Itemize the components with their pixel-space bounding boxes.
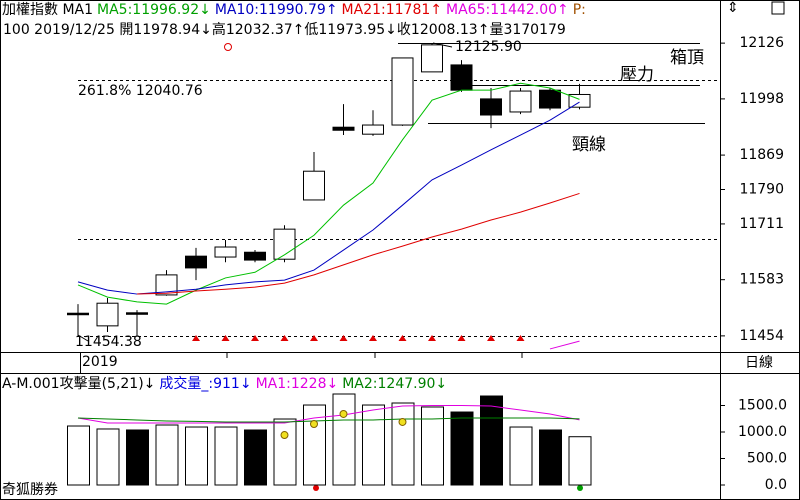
candle-body [303, 170, 325, 201]
x-label: 2019 [82, 354, 118, 370]
footer: 奇狐勝券 [2, 481, 58, 498]
volume-bar [332, 393, 356, 486]
legend-entry: MA1:1228↓ [256, 376, 339, 392]
signal-triangle [251, 335, 259, 341]
candle-body [421, 44, 443, 73]
y-tick-label: 11711 [739, 216, 784, 232]
ma-line [77, 405, 580, 424]
signal-triangle [280, 335, 289, 341]
legend-entry: MA65:11442.00↑ [446, 2, 569, 18]
ma-line [549, 340, 580, 350]
legend-entry: 成交量_:911↓ [159, 375, 251, 392]
y-tick-label: 1000.0 [738, 424, 787, 440]
y-tick-label: 11454 [739, 328, 784, 344]
signal-triangle [339, 335, 348, 341]
volume-bar [273, 418, 297, 486]
signal-marker [224, 43, 232, 51]
annotation: 壓力 [620, 65, 654, 85]
volume-bar [126, 429, 149, 486]
annotation: 11454.38 [75, 334, 142, 350]
signal-dot [310, 419, 318, 428]
annotation: 箱頂 [670, 48, 704, 68]
ma-line [136, 192, 580, 295]
legend-entry: MA5:11996.92↓ [97, 2, 211, 18]
candle-body [155, 274, 178, 296]
signal-triangle [310, 335, 318, 341]
legend-entry: MA21:11781↑ [342, 2, 442, 18]
volume-bar [362, 404, 385, 486]
volume-bar [155, 424, 179, 486]
y-tick-label: 11790 [739, 182, 784, 198]
ma-line [77, 417, 580, 423]
volume-bar [450, 411, 474, 486]
annotation: 頸線 [572, 135, 606, 155]
y-tick-label: 11998 [739, 91, 784, 107]
signal-marker [313, 485, 319, 491]
volume-bar [67, 425, 90, 486]
candle-body [391, 57, 414, 126]
scroll-icon[interactable]: ⇕ [727, 0, 739, 16]
volume-bar [244, 429, 267, 486]
signal-dot [280, 431, 289, 440]
candle-body [185, 255, 207, 269]
legend: A-M.001攻擊量(5,21)↓ 成交量_:911↓ MA1:1228↓ MA2:1… [2, 375, 447, 392]
signal-triangle [369, 335, 377, 341]
ma-line [77, 82, 580, 305]
signal-triangle [398, 335, 407, 341]
legend-entry: MA10:11990.79↑ [215, 2, 338, 18]
legend-entry: P: [573, 2, 586, 18]
signal-triangle [428, 335, 436, 341]
volume-bar [509, 426, 533, 486]
volume-bar [303, 404, 326, 486]
info-line: 100 2019/12/25 開11978.94↓高12032.37↑低1197… [3, 21, 566, 38]
annotation-leader [432, 42, 453, 48]
volume-bar [391, 402, 415, 486]
period-label: 日線 [745, 355, 773, 371]
candle-body [126, 312, 148, 315]
signal-dot [339, 409, 348, 418]
volume-bar [568, 436, 592, 486]
candle-body [450, 64, 473, 91]
y-tick-label: 11583 [739, 272, 784, 288]
annotation: 261.8% 12040.76 [78, 83, 203, 99]
signal-marker [577, 485, 583, 491]
annotation: 12125.90 [455, 39, 522, 55]
candle-body [332, 126, 355, 131]
window-icon[interactable] [771, 1, 785, 15]
signal-triangle [487, 335, 495, 341]
legend-entry: 加權指數 MA1 [2, 2, 93, 18]
legend: 加權指數 MA1 MA5:11996.92↓ MA10:11990.79↑ MA21:… [2, 2, 586, 18]
y-tick-label: 0.0 [765, 477, 787, 493]
signal-triangle [192, 335, 200, 341]
volume-bar [96, 428, 120, 486]
legend-entry: A-M.001攻擊量(5,21)↓ [2, 375, 155, 392]
candle-body [96, 302, 119, 327]
candle-body [67, 312, 89, 316]
y-tick-label: 12126 [739, 35, 784, 51]
y-tick-label: 1500.0 [738, 398, 787, 414]
annotation-leader [77, 334, 89, 342]
candle-body [214, 246, 237, 258]
signal-dot [398, 417, 407, 426]
volume-bar [480, 395, 503, 486]
candle-body [244, 251, 266, 261]
signal-triangle [457, 335, 466, 341]
ma-line [77, 101, 580, 295]
signal-triangle [516, 335, 525, 341]
candle-body [509, 90, 532, 113]
y-tick-label: 500.0 [747, 451, 787, 467]
volume-bar [214, 426, 238, 486]
volume-bar [421, 406, 444, 486]
signal-triangle [221, 335, 230, 341]
y-tick-label: 11869 [739, 147, 784, 163]
legend-entry: MA2:1247.90↓ [342, 376, 447, 392]
candle-body [539, 89, 561, 109]
volume-bar [539, 429, 562, 486]
candle-body [362, 124, 384, 135]
candle-body [480, 98, 502, 116]
volume-bar [185, 426, 208, 486]
